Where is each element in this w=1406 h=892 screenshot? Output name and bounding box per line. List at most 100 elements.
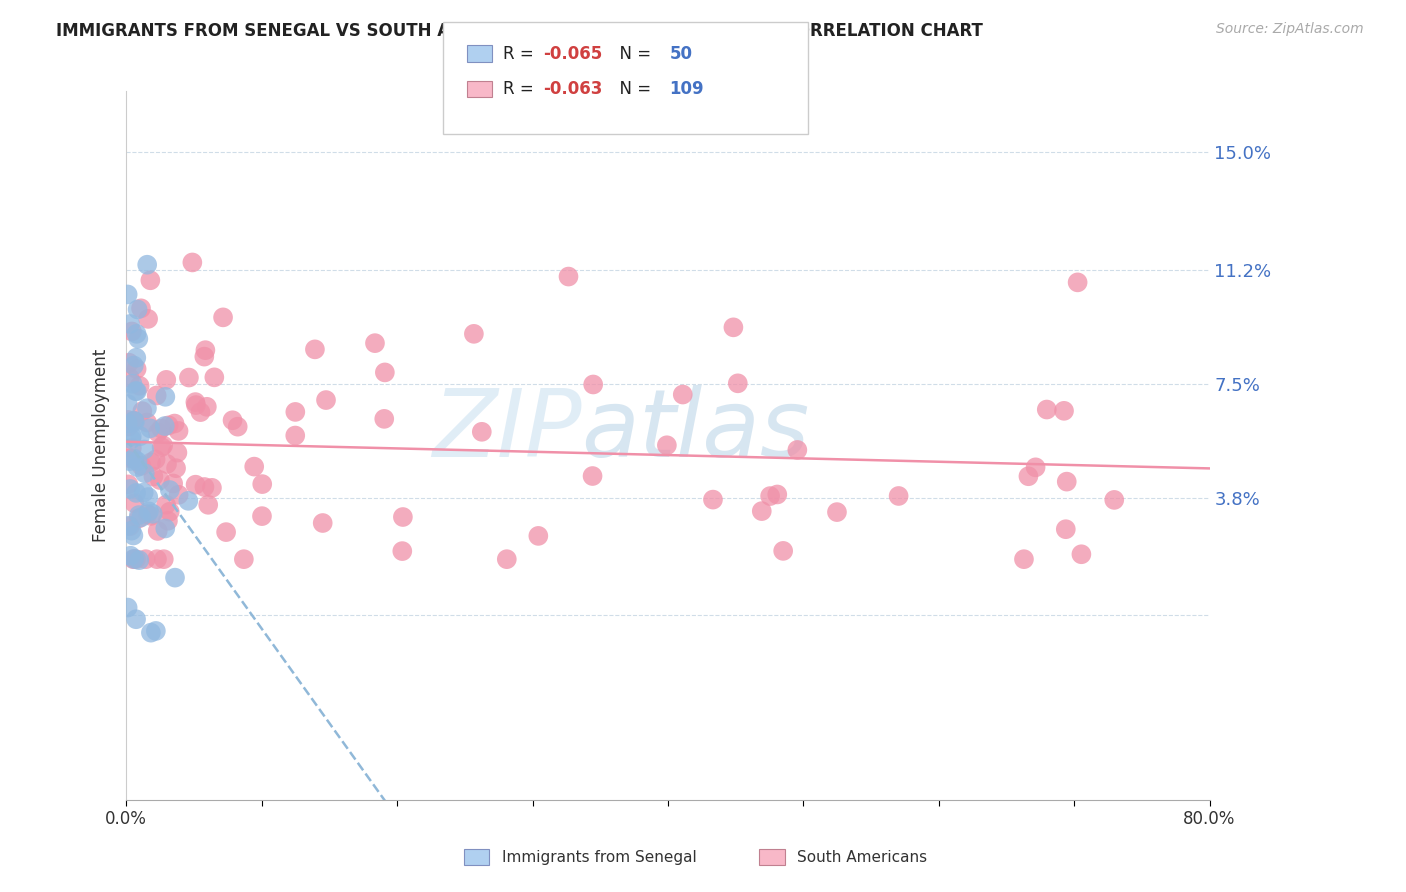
Point xyxy=(145,624,167,638)
Point xyxy=(136,401,159,416)
Point xyxy=(122,414,145,428)
Point xyxy=(250,509,273,524)
Point xyxy=(1017,469,1039,483)
Point xyxy=(121,524,143,538)
Point xyxy=(201,481,224,495)
Text: 109: 109 xyxy=(669,80,704,98)
Point xyxy=(156,457,179,471)
Point xyxy=(391,544,413,558)
Point xyxy=(149,473,172,487)
Point xyxy=(197,498,219,512)
Point xyxy=(139,508,162,523)
Point xyxy=(117,417,139,431)
Point xyxy=(117,397,139,411)
Point xyxy=(166,445,188,459)
Point xyxy=(122,359,145,373)
Text: Immigrants from Senegal: Immigrants from Senegal xyxy=(502,850,697,864)
Point xyxy=(766,487,789,501)
Point xyxy=(1053,404,1076,418)
Point xyxy=(136,311,159,326)
Point xyxy=(1056,475,1078,489)
Point xyxy=(125,486,148,500)
Point xyxy=(135,552,157,566)
Point xyxy=(138,504,160,518)
Point xyxy=(122,552,145,566)
Point xyxy=(127,454,149,468)
Point xyxy=(495,552,517,566)
Text: 50: 50 xyxy=(669,45,692,62)
Point xyxy=(120,549,142,563)
Point xyxy=(304,343,326,357)
Point xyxy=(193,480,215,494)
Point xyxy=(582,377,605,392)
Point xyxy=(1070,547,1092,561)
Point xyxy=(120,451,142,466)
Point xyxy=(122,414,145,428)
Point xyxy=(887,489,910,503)
Point xyxy=(146,524,169,538)
Point xyxy=(723,320,745,334)
Point xyxy=(226,419,249,434)
Point xyxy=(120,432,142,446)
Text: atlas: atlas xyxy=(581,385,810,476)
Text: IMMIGRANTS FROM SENEGAL VS SOUTH AMERICAN FEMALE UNEMPLOYMENT CORRELATION CHART: IMMIGRANTS FROM SENEGAL VS SOUTH AMERICA… xyxy=(56,22,983,40)
Point xyxy=(373,412,395,426)
Point xyxy=(581,469,603,483)
Point xyxy=(727,376,749,391)
Point xyxy=(1066,276,1088,290)
Point xyxy=(195,400,218,414)
Point xyxy=(127,302,149,317)
Point xyxy=(117,518,139,533)
Point xyxy=(215,525,238,540)
Point xyxy=(129,510,152,524)
Point xyxy=(128,511,150,525)
Point xyxy=(1104,492,1126,507)
Point xyxy=(136,416,159,430)
Y-axis label: Female Unemployment: Female Unemployment xyxy=(93,349,110,541)
Point xyxy=(121,429,143,443)
Point xyxy=(1054,522,1077,536)
Point xyxy=(139,625,162,640)
Point xyxy=(284,428,307,442)
Point xyxy=(124,384,146,398)
Point xyxy=(117,287,139,301)
Point xyxy=(139,273,162,287)
Point xyxy=(128,553,150,567)
Point xyxy=(181,255,204,269)
Point xyxy=(145,452,167,467)
Point xyxy=(184,395,207,409)
Point xyxy=(117,600,139,615)
Point xyxy=(127,332,149,346)
Point xyxy=(153,419,176,434)
Point xyxy=(129,301,152,316)
Point xyxy=(139,421,162,435)
Text: N =: N = xyxy=(609,80,657,98)
Point xyxy=(121,441,143,455)
Point xyxy=(125,384,148,399)
Point xyxy=(312,516,335,530)
Point xyxy=(159,505,181,519)
Point xyxy=(122,451,145,466)
Point xyxy=(243,459,266,474)
Point xyxy=(132,485,155,500)
Point xyxy=(152,438,174,452)
Text: South Americans: South Americans xyxy=(797,850,928,864)
Point xyxy=(122,528,145,542)
Point xyxy=(252,477,274,491)
Point xyxy=(118,356,141,370)
Point xyxy=(159,483,181,497)
Point xyxy=(155,373,177,387)
Point xyxy=(702,492,724,507)
Point xyxy=(315,392,337,407)
Point xyxy=(167,488,190,502)
Point xyxy=(284,405,307,419)
Point xyxy=(124,496,146,510)
Point xyxy=(162,476,184,491)
Point xyxy=(1025,460,1047,475)
Point xyxy=(125,552,148,566)
Point xyxy=(134,466,156,480)
Point xyxy=(153,552,176,566)
Point xyxy=(202,370,225,384)
Point xyxy=(120,482,142,496)
Text: -0.065: -0.065 xyxy=(543,45,602,62)
